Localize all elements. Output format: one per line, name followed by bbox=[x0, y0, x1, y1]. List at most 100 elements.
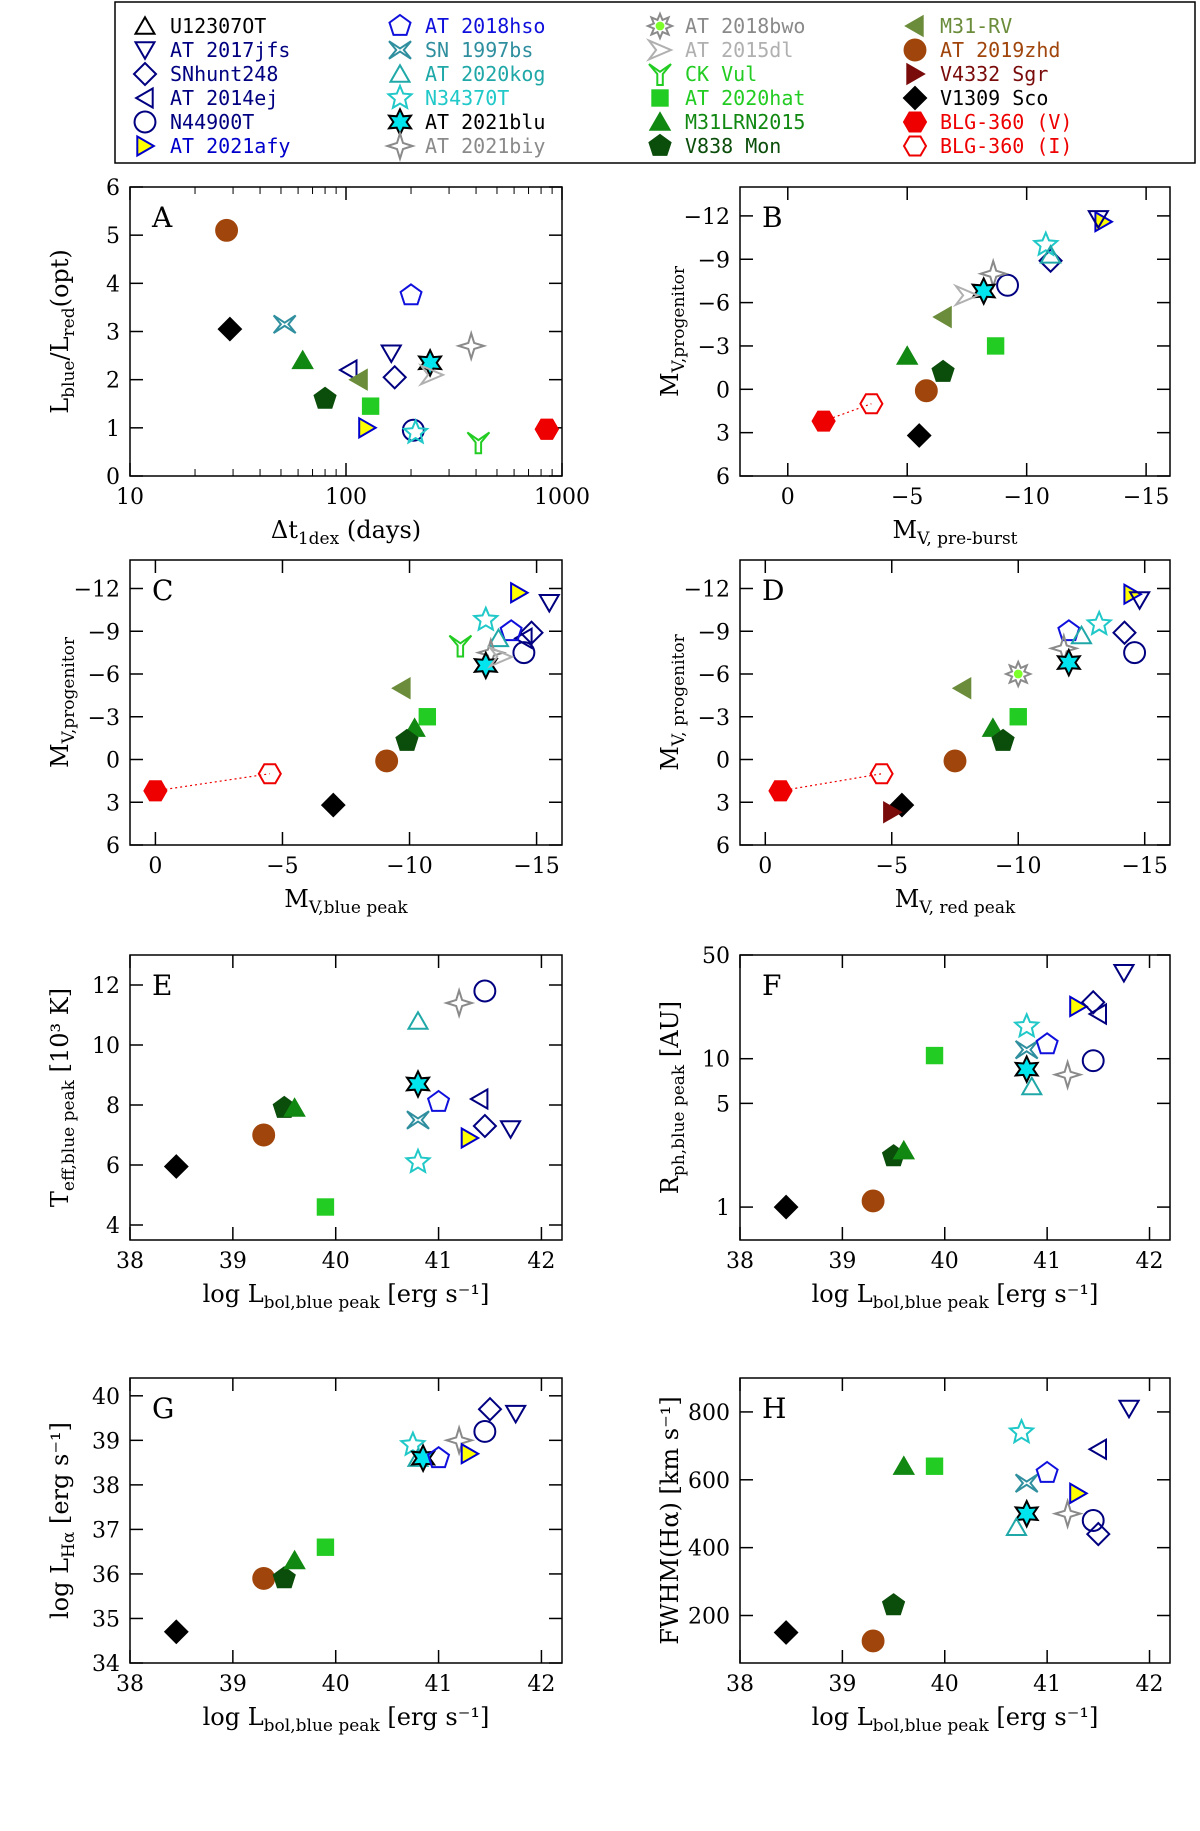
y-tick-label: 3 bbox=[106, 791, 120, 816]
x-tick-label: −10 bbox=[386, 854, 432, 879]
data-point bbox=[932, 305, 952, 329]
legend-marker bbox=[902, 111, 928, 133]
x-tick-label: −15 bbox=[1123, 485, 1169, 510]
y-tick-label: −9 bbox=[698, 248, 730, 273]
data-point bbox=[291, 349, 314, 370]
legend-marker bbox=[648, 133, 672, 156]
data-point bbox=[272, 1566, 296, 1589]
x-tick-label: 40 bbox=[322, 1249, 350, 1274]
y-tick-label: 0 bbox=[106, 749, 120, 774]
data-point bbox=[892, 1139, 916, 1160]
legend-label: N44900T bbox=[170, 110, 254, 134]
y-tick-label: 1 bbox=[716, 1196, 730, 1221]
data-point bbox=[811, 410, 836, 432]
y-tick-label: −9 bbox=[88, 620, 120, 645]
y-tick-label: 10 bbox=[702, 1048, 730, 1073]
data-point bbox=[869, 763, 894, 785]
data-point bbox=[861, 1629, 885, 1653]
data-point bbox=[1081, 1509, 1105, 1532]
x-tick-label: 10 bbox=[116, 485, 144, 510]
data-point bbox=[925, 1046, 944, 1065]
y-tick-label: 5 bbox=[106, 224, 120, 249]
y-tick-label: 600 bbox=[688, 1469, 730, 1494]
data-point bbox=[163, 1619, 189, 1645]
x-tick-label: 39 bbox=[828, 1672, 856, 1697]
y-axis-label: Teff,blue peak [10³ K] bbox=[46, 988, 79, 1207]
data-point bbox=[404, 1068, 432, 1100]
y-tick-label: −9 bbox=[698, 620, 730, 645]
y-axis-label: log LHα [erg s⁻¹] bbox=[46, 1422, 79, 1619]
legend-marker bbox=[388, 13, 412, 36]
panel-letter: C bbox=[152, 574, 173, 607]
panel-letter: B bbox=[762, 201, 783, 234]
panel-letter: G bbox=[152, 1392, 174, 1425]
x-tick-label: 39 bbox=[219, 1249, 247, 1274]
legend-marker bbox=[648, 111, 672, 131]
x-axis-label: MV, red peak bbox=[895, 885, 1016, 918]
y-tick-label: 6 bbox=[716, 834, 730, 859]
data-point bbox=[952, 283, 981, 308]
data-point bbox=[410, 1443, 437, 1474]
data-point bbox=[986, 337, 1005, 355]
x-tick-label: −5 bbox=[266, 854, 298, 879]
y-tick-label: 38 bbox=[92, 1474, 120, 1499]
x-axis-label: MV, pre-burst bbox=[892, 516, 1017, 549]
data-point bbox=[1123, 582, 1143, 606]
x-tick-label: 39 bbox=[219, 1672, 247, 1697]
data-point bbox=[538, 594, 561, 614]
x-tick-label: 42 bbox=[527, 1672, 555, 1697]
y-tick-label: 34 bbox=[92, 1652, 120, 1677]
legend-label: AT 2018bwo bbox=[685, 14, 805, 38]
data-point bbox=[1009, 708, 1027, 726]
data-point bbox=[773, 1620, 799, 1645]
panel-a: 10 100 1000 0 1 2 3 4 5 6 A Δt1dex (days) Lblue/Lred… bbox=[46, 176, 590, 549]
x-tick-label: 0 bbox=[148, 854, 162, 879]
y-tick-label: 4 bbox=[106, 272, 120, 297]
data-point bbox=[1112, 620, 1137, 646]
legend-label: U12307OT bbox=[170, 14, 266, 38]
legend-label: V4332 Sgr bbox=[940, 62, 1048, 86]
y-tick-label: 36 bbox=[92, 1563, 120, 1588]
data-point bbox=[895, 345, 919, 365]
data-point bbox=[143, 780, 168, 802]
legend-marker bbox=[902, 135, 928, 157]
legend-marker bbox=[904, 14, 924, 38]
panel-letter: D bbox=[762, 574, 784, 607]
y-tick-label: 37 bbox=[92, 1518, 120, 1543]
y-tick-label: −3 bbox=[698, 335, 730, 360]
data-point bbox=[1005, 1516, 1028, 1536]
x-tick-label: −10 bbox=[995, 854, 1041, 879]
y-tick-label: 39 bbox=[92, 1429, 120, 1454]
panel-b: 0 −5 −10 −15 −12 −9 −6 −3 0 3 6 B MV, pre-burst MV,pr… bbox=[656, 186, 1171, 549]
data-point bbox=[443, 986, 476, 1020]
y-tick-label: 2 bbox=[106, 369, 120, 394]
x-tick-label: 38 bbox=[116, 1672, 144, 1697]
data-point bbox=[1069, 1482, 1089, 1505]
data-point bbox=[1085, 1521, 1111, 1547]
y-tick-label: 35 bbox=[92, 1607, 120, 1632]
x-tick-label: 38 bbox=[726, 1672, 754, 1697]
legend-label: M31-RV bbox=[940, 14, 1012, 38]
legend-label: V838 Mon bbox=[685, 134, 781, 158]
data-point bbox=[316, 1198, 335, 1216]
data-point bbox=[163, 1154, 189, 1179]
y-tick-label: 1 bbox=[106, 417, 120, 442]
data-point bbox=[1003, 659, 1033, 689]
data-point bbox=[1080, 989, 1106, 1015]
data-point bbox=[1051, 1058, 1084, 1091]
y-tick-label: 5 bbox=[716, 1092, 730, 1117]
y-tick-label: 12 bbox=[92, 974, 120, 999]
legend-label: AT 2021biy bbox=[425, 134, 545, 158]
blg-connector bbox=[780, 773, 882, 792]
data-point bbox=[951, 676, 972, 700]
data-point bbox=[320, 792, 346, 818]
data-point bbox=[1031, 230, 1060, 257]
plot-frame bbox=[129, 954, 563, 1241]
plot-frame bbox=[739, 954, 1171, 1241]
data-point bbox=[466, 431, 491, 455]
data-point bbox=[1051, 1497, 1084, 1530]
panel-letter: E bbox=[152, 969, 172, 1002]
y-tick-label: 6 bbox=[106, 834, 120, 859]
